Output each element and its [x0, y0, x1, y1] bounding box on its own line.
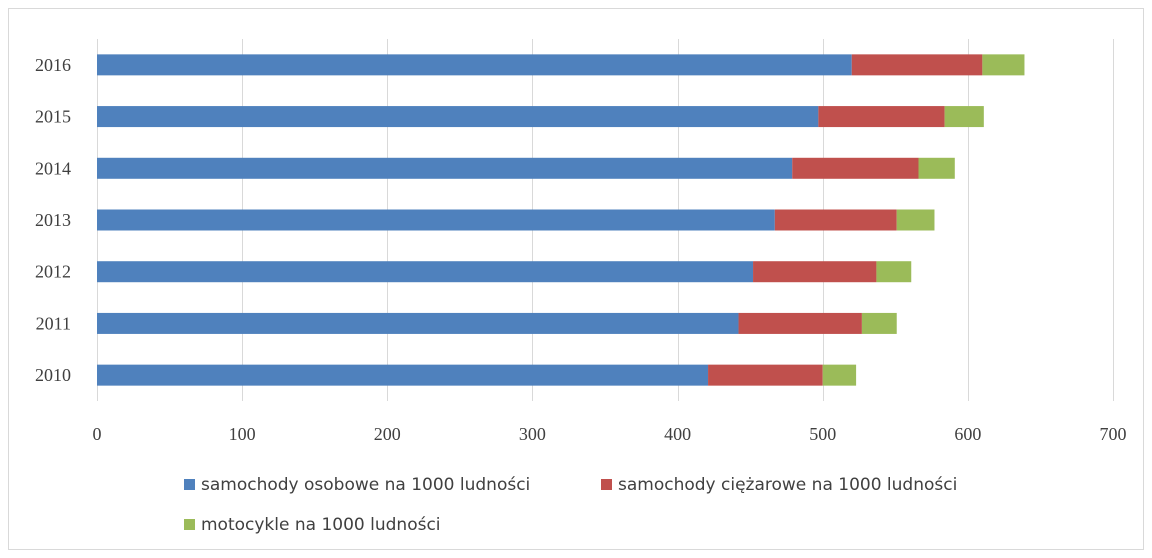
y-axis-tick-labels: 2010 2011 2012 2013 2014 2015 2016: [35, 55, 71, 385]
chart-frame: 2010 2011 2012 2013 2014 2015 2016 0 100 200 300 4…: [8, 8, 1144, 550]
bar-2013-series-2: [774, 209, 897, 231]
bar-2010-series-3: [822, 364, 857, 386]
bar-2011-series-2: [738, 312, 862, 334]
legend-swatch-1: [184, 479, 195, 490]
bar-2010-series-2: [708, 364, 823, 386]
y-tick-label-2014: 2014: [35, 158, 71, 178]
bars: [97, 54, 1025, 386]
y-tick-label-2010: 2010: [35, 365, 71, 385]
bar-2013-series-3: [896, 209, 935, 231]
bar-2011-series-3: [861, 312, 897, 334]
y-tick-label-2013: 2013: [35, 210, 71, 230]
bar-2015-series-3: [944, 106, 984, 128]
x-tick-label-200: 200: [374, 424, 401, 444]
bar-2015-series-2: [818, 106, 945, 128]
y-tick-label-2012: 2012: [35, 262, 71, 282]
legend-label-2: samochody ciężarowe na 1000 ludności: [618, 475, 957, 495]
bar-2012-series-3: [876, 261, 912, 283]
stacked-bar-chart: 2010 2011 2012 2013 2014 2015 2016 0 100 200 300 4…: [35, 39, 1127, 535]
bar-2014-series-3: [918, 157, 955, 179]
bar-2016-series-1: [97, 54, 852, 76]
legend: samochody osobowe na 1000 ludności samoch…: [184, 475, 957, 535]
bar-2012-series-2: [753, 261, 877, 283]
y-tick-label-2015: 2015: [35, 107, 71, 127]
legend-label-3: motocykle na 1000 ludności: [201, 515, 441, 535]
x-tick-label-300: 300: [519, 424, 546, 444]
bar-2016-series-3: [982, 54, 1025, 76]
bar-2015-series-1: [97, 106, 819, 128]
bar-2013-series-1: [97, 209, 775, 231]
legend-swatch-2: [601, 479, 612, 490]
x-tick-label-500: 500: [809, 424, 836, 444]
x-tick-label-400: 400: [664, 424, 691, 444]
x-axis-tick-labels: 0 100 200 300 400 500 600 700: [93, 424, 1127, 444]
bar-2014-series-1: [97, 157, 793, 179]
legend-swatch-3: [184, 519, 195, 530]
y-tick-label-2016: 2016: [35, 55, 71, 75]
x-tick-label-0: 0: [93, 424, 102, 444]
legend-label-1: samochody osobowe na 1000 ludności: [201, 475, 530, 495]
bar-2011-series-1: [97, 312, 739, 334]
bar-2012-series-1: [97, 261, 754, 283]
bar-2010-series-1: [97, 364, 709, 386]
bar-2014-series-2: [792, 157, 919, 179]
y-tick-label-2011: 2011: [36, 313, 71, 333]
x-tick-label-700: 700: [1100, 424, 1127, 444]
bar-2016-series-2: [851, 54, 983, 76]
x-tick-label-100: 100: [229, 424, 256, 444]
x-tick-label-600: 600: [954, 424, 981, 444]
